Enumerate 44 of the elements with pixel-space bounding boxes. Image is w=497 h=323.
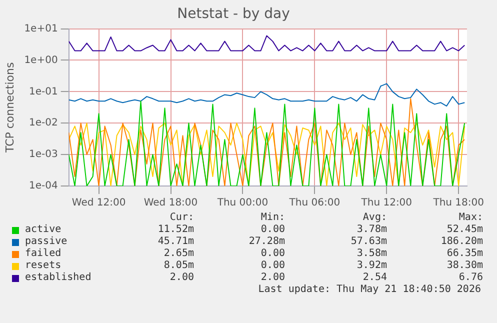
text: 2.00 — [168, 272, 194, 284]
y-tick-label: 1e-02 — [28, 118, 58, 129]
text: 3.78m — [356, 224, 387, 236]
legend-label: resets — [25, 260, 62, 272]
text: Avg: — [362, 212, 387, 224]
text: Cur: — [168, 212, 194, 224]
text: 2.65m — [162, 248, 194, 260]
text: 6.76 — [458, 272, 483, 284]
x-tick-label: Wed 18:00 — [144, 198, 198, 209]
y-tick-label: 1e+00 — [24, 54, 58, 66]
text: 3.58m — [356, 248, 387, 260]
y-tick-label: 1e-03 — [28, 149, 58, 160]
chart-title: Netstat - by day — [177, 6, 290, 22]
text: 45.71m — [156, 236, 194, 248]
text: 186.20m — [440, 236, 483, 248]
legend-label: passive — [25, 236, 68, 248]
text: 57.63m — [350, 236, 387, 248]
text: Max: — [458, 212, 483, 224]
text: 38.30m — [446, 260, 483, 272]
y-tick-label: 1e+01 — [24, 23, 58, 34]
text: 66.35m — [446, 248, 483, 260]
x-tick-label: Thu 00:00 — [216, 198, 268, 209]
x-tick-label: Wed 12:00 — [72, 198, 126, 209]
y-tick-label: 1e-04 — [28, 180, 58, 192]
legend-label: active — [25, 224, 62, 236]
text: 2.00 — [260, 272, 285, 284]
text: Last update: Thu May 21 18:40:50 2026 — [257, 284, 482, 296]
legend-label: established — [25, 272, 92, 284]
text: 11.52m — [156, 224, 194, 236]
x-tick-label: Thu 12:00 — [360, 198, 412, 209]
y-axis-title: TCP connections — [3, 62, 16, 154]
text: 0.00 — [260, 260, 285, 272]
text: 8.05m — [162, 260, 194, 272]
y-tick-label: 1e-01 — [28, 86, 58, 98]
text: 2.54 — [362, 272, 387, 284]
text: 27.28m — [248, 236, 285, 248]
text: 52.45m — [446, 224, 483, 236]
text: Min: — [260, 212, 285, 224]
x-tick-label: Thu 06:00 — [288, 198, 340, 209]
x-tick-label: Thu 18:00 — [432, 198, 484, 209]
legend-label: failed — [25, 248, 62, 260]
text: 3.92m — [356, 260, 387, 272]
text: 0.00 — [260, 248, 285, 260]
text: 0.00 — [260, 224, 285, 236]
